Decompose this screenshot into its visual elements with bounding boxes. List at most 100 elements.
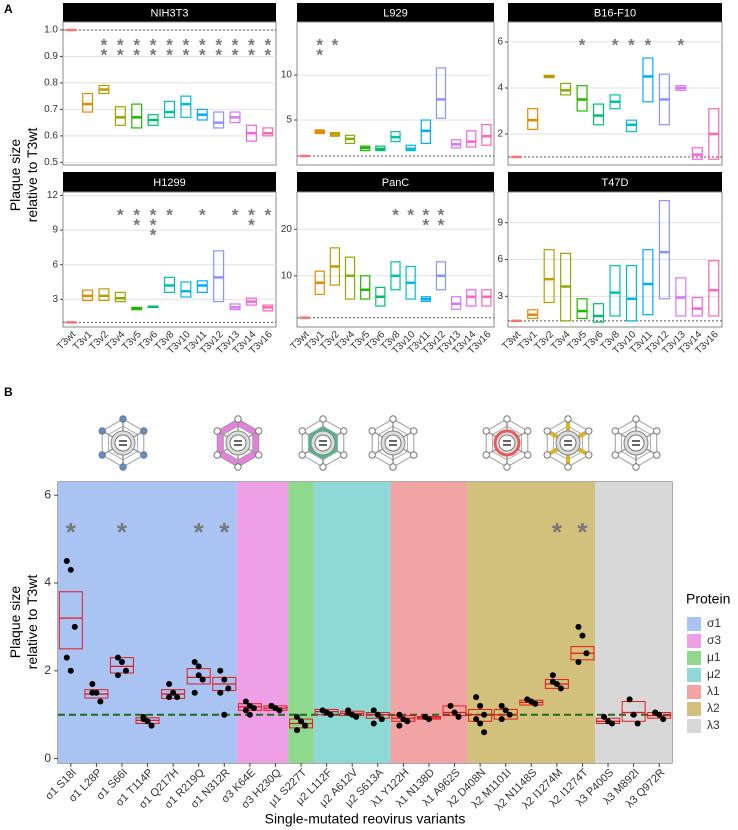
icon-node <box>340 427 348 435</box>
data-point <box>242 707 249 714</box>
box <box>592 303 605 323</box>
data-point <box>191 689 198 696</box>
y-axis-title: Plaque sizerelative to T3wt <box>7 575 40 670</box>
box <box>58 591 83 650</box>
significance-star: * <box>579 35 586 54</box>
significance-star: * <box>150 205 157 224</box>
y-tick-label: 1.0 <box>44 25 58 36</box>
y-tick-label: 0.5 <box>44 157 58 168</box>
data-point <box>498 702 505 709</box>
box <box>691 296 703 317</box>
data-point <box>425 716 432 723</box>
data-point <box>575 623 582 630</box>
data-point <box>502 707 509 714</box>
box <box>109 657 134 674</box>
box <box>213 111 225 129</box>
icon-node <box>653 451 661 459</box>
data-point <box>122 667 129 674</box>
facet-title: L929 <box>383 7 407 19</box>
data-point <box>221 676 228 683</box>
icon-node <box>482 451 490 459</box>
data-point <box>506 711 513 718</box>
icon-node <box>585 427 593 435</box>
data-point <box>549 672 556 679</box>
facet-title: T47D <box>602 177 629 189</box>
facet-strip <box>63 3 276 22</box>
y-tick-label: 10 <box>281 70 293 81</box>
significance-star: * <box>438 205 445 224</box>
legend-label: λ2 <box>707 701 720 715</box>
box <box>180 281 192 298</box>
significance-star: * <box>219 517 230 547</box>
significance-star: * <box>232 35 239 54</box>
data-point <box>89 689 96 696</box>
icon-node <box>389 415 397 423</box>
box <box>481 123 492 146</box>
icon-node <box>98 451 106 459</box>
y-tick-label: 0.9 <box>44 51 58 62</box>
significance-star: * <box>183 35 190 54</box>
significance-star: * <box>215 45 222 64</box>
legend-swatch <box>687 634 701 648</box>
data-point <box>498 716 505 723</box>
data-point <box>242 698 249 705</box>
y-tick-label: 2 <box>44 663 51 677</box>
data-point <box>481 729 488 736</box>
protein-band <box>237 482 289 763</box>
data-point <box>191 659 198 666</box>
y-tick-label: 9 <box>52 225 58 236</box>
y-tick-label: 3 <box>52 294 58 305</box>
significance-star: * <box>407 205 414 224</box>
significance-star: * <box>133 205 140 224</box>
box <box>114 106 126 126</box>
y-tick-label: 6 <box>44 487 51 501</box>
data-point <box>246 711 253 718</box>
data-point <box>166 694 173 701</box>
significance-star: * <box>628 35 635 54</box>
box <box>466 130 477 148</box>
data-point <box>451 709 458 716</box>
significance-star: * <box>332 35 339 54</box>
legend-swatch <box>687 668 701 682</box>
significance-star: * <box>117 45 124 64</box>
data-point <box>374 711 381 718</box>
icon-node <box>543 427 551 435</box>
y-tick-label: 0.7 <box>44 104 58 115</box>
significance-star: * <box>150 225 157 244</box>
icon-node <box>585 451 593 459</box>
box <box>543 249 555 304</box>
data-point <box>626 696 633 703</box>
data-point <box>370 720 377 727</box>
y-tick-label: 10 <box>281 270 293 281</box>
significance-star: * <box>645 35 652 54</box>
box <box>262 127 274 137</box>
legend-label: λ1 <box>707 684 720 698</box>
data-point <box>609 720 616 727</box>
data-point <box>170 689 177 696</box>
icon-node <box>524 427 532 435</box>
data-point <box>396 722 403 729</box>
y-tick-label: 0.8 <box>44 78 58 89</box>
significance-star: * <box>133 215 140 234</box>
data-point <box>276 707 283 714</box>
data-point <box>294 713 301 720</box>
icon-node <box>389 463 397 471</box>
icon-node <box>611 427 619 435</box>
data-point <box>63 654 70 661</box>
data-point <box>557 685 564 692</box>
data-point <box>634 720 641 727</box>
data-point <box>140 713 147 720</box>
data-point <box>221 711 228 718</box>
y-tick-label: 0.6 <box>44 131 58 142</box>
facet-strip <box>63 172 276 192</box>
icon-core <box>229 434 247 452</box>
significance-star: * <box>199 45 206 64</box>
icon-node <box>368 451 376 459</box>
x-axis-title: Single-mutated reovirus variants <box>265 811 466 827</box>
y-axis-title-line: relative to T3wt <box>24 575 40 670</box>
data-point <box>195 663 202 670</box>
significance-star: * <box>248 205 255 224</box>
significance-star: * <box>264 35 271 54</box>
legend-label: μ2 <box>707 667 721 681</box>
significance-star: * <box>194 517 205 547</box>
